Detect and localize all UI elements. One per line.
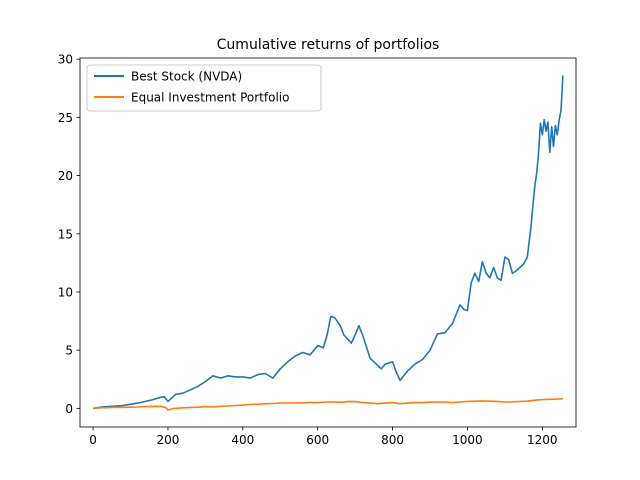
chart-title: Cumulative returns of portfolios	[217, 37, 440, 53]
x-tick-label: 400	[231, 433, 254, 447]
legend-label-nvda: Best Stock (NVDA)	[131, 70, 242, 84]
ticks-layer: 0 200 400 600 800 1000 1200 0 5 10 15 20 25 30	[58, 53, 558, 447]
y-tick-label: 10	[58, 285, 73, 299]
axes-frame	[79, 57, 577, 428]
x-tick-label: 200	[157, 433, 180, 447]
series-line-nvda	[92, 75, 564, 410]
x-tick-label: 600	[306, 433, 329, 447]
legend-label-equal-portfolio: Equal Investment Portfolio	[131, 91, 289, 105]
y-tick-label: 25	[58, 111, 73, 125]
legend: Best Stock (NVDA) Equal Investment Portf…	[86, 64, 322, 112]
x-tick-label: 0	[89, 433, 97, 447]
y-tick-label: 20	[58, 169, 73, 183]
x-tick-label: 800	[381, 433, 404, 447]
y-tick-label: 15	[58, 227, 73, 241]
plot-layer	[92, 75, 564, 411]
legend-frame	[86, 64, 322, 112]
y-tick-label: 5	[65, 344, 73, 358]
series-line-equal-portfolio	[93, 398, 563, 411]
x-tick-label: 1200	[527, 433, 558, 447]
y-tick-label: 30	[58, 53, 73, 67]
y-tick-label: 0	[65, 402, 73, 416]
x-tick-label: 1000	[452, 433, 483, 447]
